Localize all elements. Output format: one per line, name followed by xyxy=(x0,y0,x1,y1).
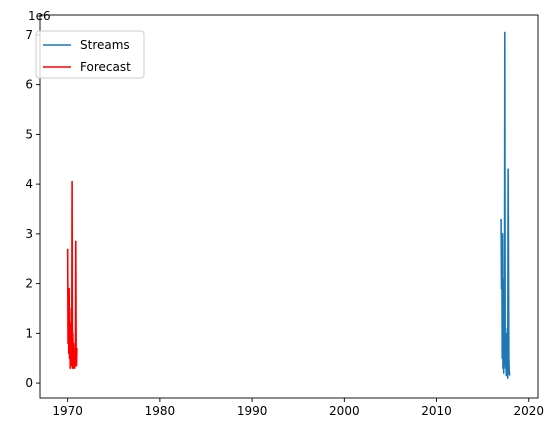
x-tick-label: 1980 xyxy=(145,404,176,418)
y-tick-label: 0 xyxy=(25,376,33,390)
y-tick-label: 4 xyxy=(25,177,33,191)
y-offset-label: 1e6 xyxy=(28,9,51,23)
x-tick-label: 2000 xyxy=(329,404,360,418)
y-tick-label: 6 xyxy=(25,78,33,92)
x-tick-label: 1990 xyxy=(237,404,268,418)
x-tick-label: 1970 xyxy=(52,404,83,418)
y-tick-label: 5 xyxy=(25,127,33,141)
plot-frame xyxy=(39,14,539,399)
y-axis: 0 1 2 3 4 5 6 7 xyxy=(25,28,40,390)
legend-label-forecast: Forecast xyxy=(80,60,131,74)
plot-lines xyxy=(66,31,511,379)
x-axis: 1970 1980 1990 2000 2010 2020 xyxy=(52,398,544,418)
series-line-forecast xyxy=(66,180,78,369)
x-tick-label: 2010 xyxy=(421,404,452,418)
series-line-streams xyxy=(500,31,511,379)
legend: Streams Forecast xyxy=(35,30,145,79)
legend-label-streams: Streams xyxy=(80,38,130,52)
y-tick-label: 7 xyxy=(25,28,33,42)
y-tick-label: 1 xyxy=(25,326,33,340)
y-tick-label: 2 xyxy=(25,277,33,291)
x-tick-label: 2020 xyxy=(514,404,545,418)
y-tick-label: 3 xyxy=(25,227,33,241)
